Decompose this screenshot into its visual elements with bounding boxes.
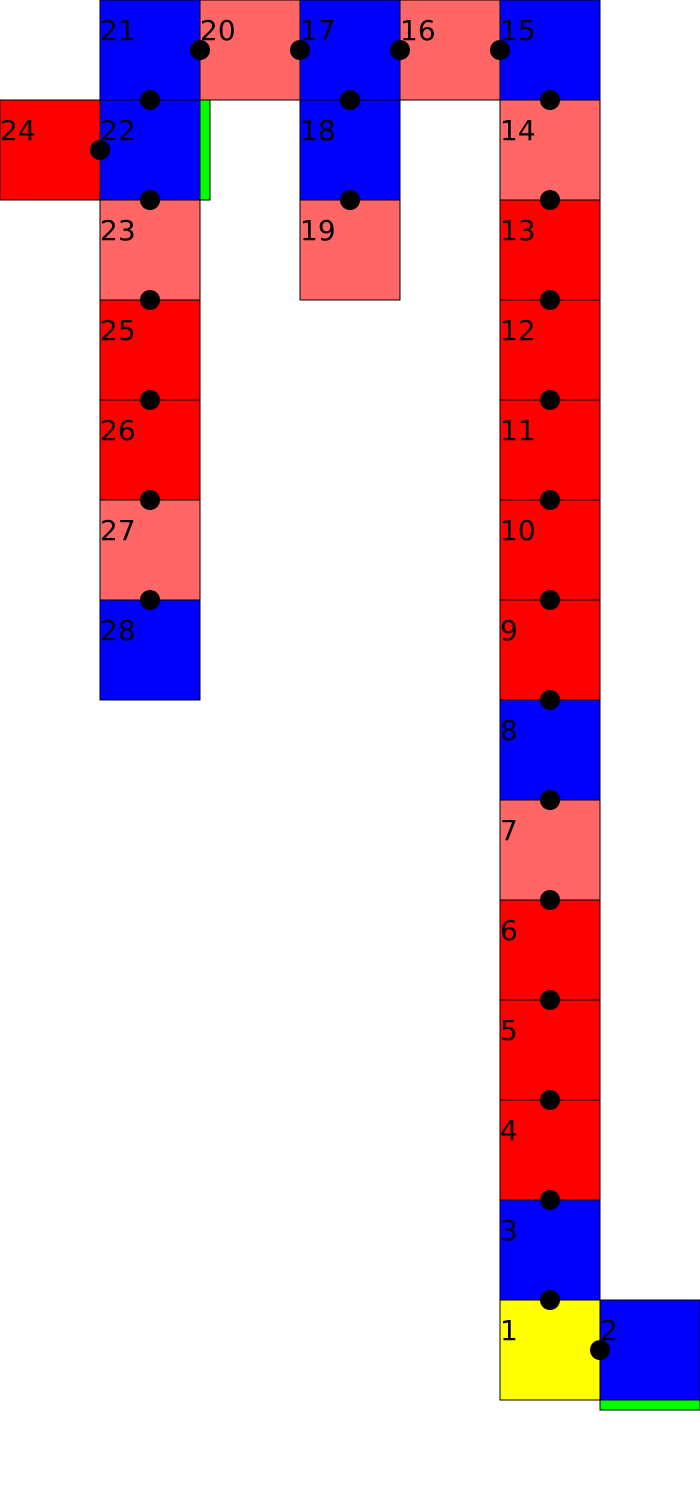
green-marker-2 [599,1399,700,1411]
connection-node-4-5 [540,1090,560,1110]
connection-node-6-7 [540,890,560,910]
cell-label-23: 23 [100,214,136,247]
cell-label-3: 3 [500,1214,518,1247]
connection-node-15-16 [490,40,510,60]
cell-label-8: 8 [500,714,518,747]
cell-label-10: 10 [500,514,536,547]
cell-19 [299,199,401,301]
connection-node-16-17 [390,40,410,60]
cell-28 [99,599,201,701]
cell-label-26: 26 [100,414,136,447]
cell-label-22: 22 [100,114,136,147]
connection-node-25-26 [140,390,160,410]
cell-27 [99,499,201,601]
cell-label-13: 13 [500,214,536,247]
cell-21 [99,0,201,101]
cell-17 [299,0,401,101]
cell-label-1: 1 [500,1314,518,1347]
cell-label-7: 7 [500,814,518,847]
cell-13 [499,199,601,301]
connection-node-21-22 [140,90,160,110]
cell-25 [99,299,201,401]
connection-node-17-20 [290,40,310,60]
cell-5 [499,999,601,1101]
connection-node-1-3 [540,1290,560,1310]
cell-label-24: 24 [0,114,36,147]
connection-node-7-8 [540,790,560,810]
connection-node-17-18 [340,90,360,110]
cell-9 [499,599,601,701]
cell-label-25: 25 [100,314,136,347]
green-marker-1 [199,99,211,201]
connection-node-8-9 [540,690,560,710]
connection-node-23-25 [140,290,160,310]
cell-label-14: 14 [500,114,536,147]
cell-label-6: 6 [500,914,518,947]
connection-node-11-12 [540,390,560,410]
cell-label-28: 28 [100,614,136,647]
connection-node-5-6 [540,990,560,1010]
cell-label-11: 11 [500,414,536,447]
cell-layer [0,0,700,1401]
green-marker-layer [199,99,700,1411]
cell-label-21: 21 [100,14,136,47]
cell-26 [99,399,201,501]
cell-label-18: 18 [300,114,336,147]
cell-6 [499,899,601,1001]
connection-node-27-28 [140,590,160,610]
cell-label-12: 12 [500,314,536,347]
cell-label-4: 4 [500,1114,518,1147]
cell-label-9: 9 [500,614,518,647]
connection-node-9-10 [540,590,560,610]
cell-2 [599,1299,700,1401]
connection-node-22-23 [140,190,160,210]
connection-node-13-14 [540,190,560,210]
cell-10 [499,499,601,601]
cell-label-19: 19 [300,214,336,247]
cell-label-27: 27 [100,514,136,547]
connection-node-22-24 [90,140,110,160]
cell-label-15: 15 [500,14,536,47]
cell-12 [499,299,601,401]
cell-label-16: 16 [400,14,436,47]
cell-23 [99,199,201,301]
connection-node-12-13 [540,290,560,310]
cell-24 [0,99,101,201]
cell-8 [499,699,601,801]
cell-label-5: 5 [500,1014,518,1047]
connection-node-layer [90,40,610,1360]
connection-node-14-15 [540,90,560,110]
cell-1 [499,1299,601,1401]
cell-label-20: 20 [200,14,236,47]
connection-node-26-27 [140,490,160,510]
connection-node-18-19 [340,190,360,210]
connection-node-1-2 [590,1340,610,1360]
cell-label-layer: 1 234567891011121314151617181920212223242… [0,14,618,1347]
connection-node-20-21 [190,40,210,60]
cell-22 [99,99,201,201]
connection-node-10-11 [540,490,560,510]
cell-16 [399,0,501,101]
cell-18 [299,99,401,201]
cell-label-2: 2 [600,1314,618,1347]
cell-7 [499,799,601,901]
connection-node-3-4 [540,1190,560,1210]
cell-4 [499,1099,601,1201]
cell-label-17: 17 [300,14,336,47]
